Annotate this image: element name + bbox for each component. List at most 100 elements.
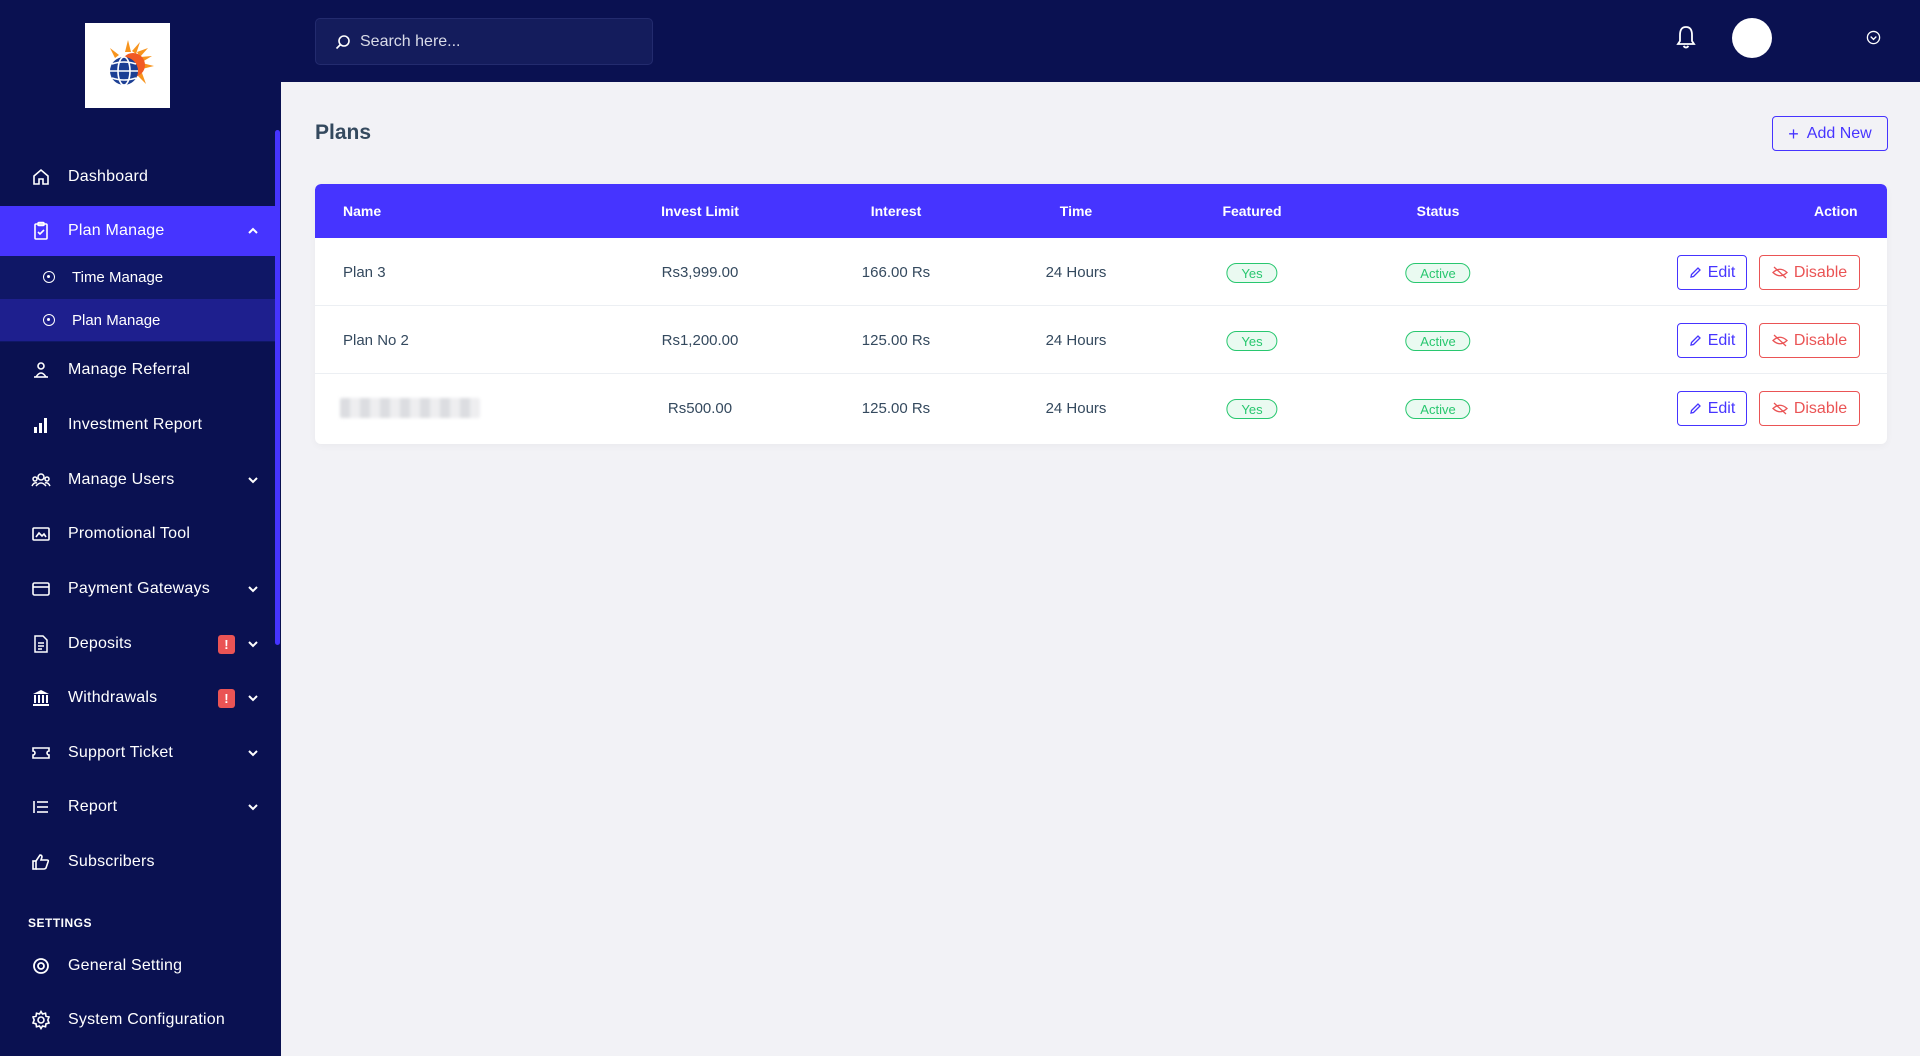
status-badge: Active [1405, 399, 1471, 419]
gear-icon [30, 1009, 52, 1031]
sidebar-item-investment-report[interactable]: Investment Report [0, 399, 275, 451]
status-badge: Active [1405, 331, 1471, 351]
edit-button[interactable]: Edit [1677, 323, 1747, 358]
disable-button[interactable]: Disable [1759, 391, 1860, 426]
sidebar-item-label: Promotional Tool [68, 525, 191, 542]
alert-badge: ! [218, 688, 235, 708]
table-row: Plan 3 Rs3,999.00 166.00 Rs 24 Hours Yes… [315, 238, 1887, 306]
plan-name: Plan No 2 [343, 332, 409, 349]
sidebar-item-label: Dashboard [68, 168, 149, 185]
edit-label: Edit [1707, 399, 1736, 417]
sidebar-item-label: Investment Report [68, 416, 203, 433]
sidebar-item-system-configuration[interactable]: System Configuration [0, 994, 275, 1046]
sidebar: Dashboard Plan Manage Time Manage Plan M… [0, 0, 281, 1056]
chevron-down-circle-icon[interactable] [1866, 30, 1881, 45]
invest-limit: Rs3,999.00 [661, 264, 739, 281]
user-avatar[interactable] [1732, 18, 1772, 58]
invoice-icon [30, 633, 52, 655]
sidebar-item-manage-referral[interactable]: Manage Referral [0, 344, 275, 396]
life-ring-icon [30, 955, 52, 977]
bank-icon [30, 687, 52, 709]
chevron-down-icon [248, 641, 258, 648]
column-header-interest: Interest [870, 203, 922, 219]
users-icon [30, 469, 52, 491]
chevron-down-icon [248, 586, 258, 593]
circle-dot-icon [43, 271, 55, 283]
invest-limit: Rs500.00 [667, 400, 733, 417]
globe-sun-logo-icon [109, 39, 154, 86]
edit-button[interactable]: Edit [1677, 391, 1747, 426]
notification-bell-icon[interactable] [1675, 24, 1697, 50]
column-header-action: Action [1814, 203, 1858, 219]
sidebar-item-promotional-tool[interactable]: Promotional Tool [0, 508, 275, 560]
sidebar-item-label: Withdrawals [68, 689, 158, 706]
clipboard-icon [30, 220, 52, 242]
disable-button[interactable]: Disable [1759, 255, 1860, 290]
status-badge: Active [1405, 263, 1471, 283]
sidebar-item-payment-gateways[interactable]: Payment Gateways [0, 563, 275, 615]
column-header-name: Name [343, 203, 382, 219]
redacted-plan-name [340, 398, 480, 418]
image-icon [30, 523, 52, 545]
submenu-item-time-manage[interactable]: Time Manage [0, 256, 275, 298]
search-input[interactable] [360, 19, 640, 64]
disable-label: Disable [1793, 263, 1848, 281]
sidebar-item-deposits[interactable]: Deposits ! [0, 618, 275, 670]
eye-slash-icon [1771, 266, 1788, 279]
interest: 125.00 Rs [861, 400, 931, 417]
page-title: Plans [315, 121, 372, 144]
alert-badge: ! [218, 634, 235, 654]
sidebar-item-label: Subscribers [68, 853, 155, 870]
time: 24 Hours [1045, 400, 1107, 417]
plus-icon: + [1788, 123, 1799, 144]
brand-logo[interactable] [85, 23, 170, 108]
edit-label: Edit [1707, 263, 1736, 281]
sidebar-scrollbar[interactable] [275, 130, 280, 645]
edit-button[interactable]: Edit [1677, 255, 1747, 290]
home-icon [30, 166, 52, 188]
disable-button[interactable]: Disable [1759, 323, 1860, 358]
sidebar-item-plan-manage[interactable]: Plan Manage [0, 206, 275, 256]
credit-card-icon [30, 578, 52, 600]
pencil-icon [1689, 267, 1701, 278]
eye-slash-icon [1771, 334, 1788, 347]
interest: 125.00 Rs [861, 332, 931, 349]
time: 24 Hours [1045, 332, 1107, 349]
add-new-button[interactable]: + Add New [1772, 116, 1888, 151]
ticket-icon [30, 742, 52, 764]
pencil-icon [1689, 335, 1701, 346]
sidebar-item-subscribers[interactable]: Subscribers [0, 836, 275, 888]
sidebar-item-label: System Configuration [68, 1011, 225, 1028]
interest: 166.00 Rs [861, 264, 931, 281]
plans-table: Name Invest Limit Interest Time Featured… [315, 184, 1887, 444]
featured-badge: Yes [1226, 331, 1278, 351]
sidebar-item-report[interactable]: Report [0, 781, 275, 833]
table-row: Plan No 2 Rs1,200.00 125.00 Rs 24 Hours … [315, 306, 1887, 374]
submenu-item-label: Time Manage [72, 268, 164, 286]
column-header-featured: Featured [1222, 203, 1282, 219]
settings-heading: SETTINGS [28, 916, 93, 930]
column-header-invest-limit: Invest Limit [661, 203, 739, 219]
invest-limit: Rs1,200.00 [661, 332, 739, 349]
submenu-item-plan-manage[interactable]: Plan Manage [0, 299, 275, 341]
sidebar-item-manage-users[interactable]: Manage Users [0, 454, 275, 506]
sidebar-item-label: Deposits [68, 635, 132, 652]
bar-chart-icon [30, 414, 52, 436]
sidebar-item-label: Payment Gateways [68, 580, 210, 597]
table-header: Name Invest Limit Interest Time Featured… [315, 184, 1887, 238]
eye-slash-icon [1771, 402, 1788, 415]
chevron-up-icon [248, 227, 258, 234]
column-header-status: Status [1416, 203, 1460, 219]
edit-label: Edit [1707, 331, 1736, 349]
search-icon [335, 35, 350, 50]
sidebar-item-withdrawals[interactable]: Withdrawals ! [0, 672, 275, 724]
sidebar-item-support-ticket[interactable]: Support Ticket [0, 727, 275, 779]
sidebar-item-dashboard[interactable]: Dashboard [0, 151, 275, 203]
sidebar-item-label: Manage Users [68, 471, 175, 488]
sidebar-item-general-setting[interactable]: General Setting [0, 940, 275, 992]
table-row: Rs500.00 125.00 Rs 24 Hours Yes Active E… [315, 374, 1887, 442]
add-new-label: Add New [1806, 124, 1872, 142]
topbar [281, 0, 1920, 82]
disable-label: Disable [1793, 331, 1848, 349]
time: 24 Hours [1045, 264, 1107, 281]
